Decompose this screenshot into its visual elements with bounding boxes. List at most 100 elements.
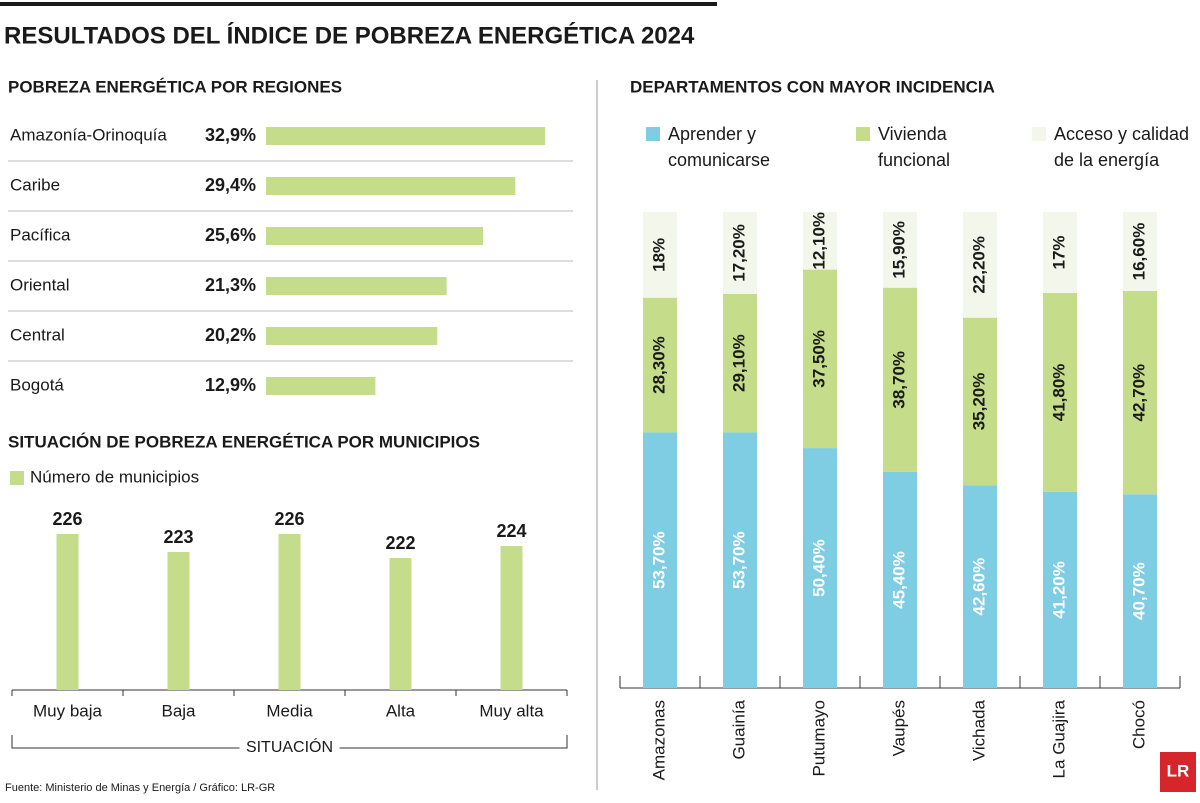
value-label: 42,70% bbox=[1129, 364, 1148, 422]
value-label: 222 bbox=[385, 533, 415, 553]
x-tick-label: Amazonas bbox=[649, 700, 668, 780]
bar-segment bbox=[723, 432, 757, 688]
value-label: 18% bbox=[649, 238, 668, 272]
legend-label: Aprender y comunicarse bbox=[668, 124, 771, 170]
bar-segment bbox=[1123, 212, 1157, 292]
legend-swatch bbox=[10, 471, 24, 485]
bar-segment bbox=[1043, 292, 1077, 492]
x-tick-label: Chocó bbox=[1129, 700, 1148, 749]
value-label: 32,9% bbox=[205, 125, 256, 145]
value-label: 37,50% bbox=[809, 330, 828, 388]
category-label: Oriental bbox=[10, 275, 70, 294]
value-label: 224 bbox=[496, 521, 526, 541]
value-label: 40,70% bbox=[1129, 562, 1148, 620]
bar-segment bbox=[723, 212, 757, 294]
bar bbox=[278, 534, 301, 690]
x-tick-label: Baja bbox=[161, 701, 196, 720]
bar-segment bbox=[1123, 494, 1157, 688]
chart-title: DEPARTAMENTOS CON MAYOR INCIDENCIA bbox=[630, 77, 995, 96]
value-label: 17% bbox=[1049, 235, 1068, 269]
legend-label: Vivienda funcional bbox=[878, 124, 951, 170]
bar-segment bbox=[643, 432, 677, 688]
bar-segment bbox=[883, 471, 917, 688]
category-label: Amazonía-Orinoquía bbox=[10, 125, 167, 144]
bracket-gap bbox=[239, 738, 340, 758]
value-label: 28,30% bbox=[649, 336, 668, 394]
category-label: Pacífica bbox=[10, 225, 71, 244]
bar bbox=[266, 327, 438, 345]
value-label: 15,90% bbox=[889, 221, 908, 279]
value-label: 41,80% bbox=[1049, 364, 1068, 422]
bar-segment bbox=[963, 485, 997, 688]
legend-swatch bbox=[856, 127, 870, 141]
value-label: 38,70% bbox=[889, 351, 908, 409]
value-label: 226 bbox=[52, 509, 82, 529]
x-tick-label: La Guajira bbox=[1049, 699, 1068, 778]
logo-box bbox=[1160, 752, 1196, 792]
chart-title: POBREZA ENERGÉTICA POR REGIONES bbox=[8, 77, 342, 96]
bar-segment bbox=[1123, 291, 1157, 495]
legend-label: Acceso y calidad de la energía bbox=[1054, 124, 1190, 170]
value-label: 29,4% bbox=[205, 175, 256, 195]
value-label: 45,40% bbox=[889, 551, 908, 609]
value-label: 22,20% bbox=[969, 236, 988, 294]
bar bbox=[56, 534, 79, 690]
bar-segment bbox=[883, 287, 917, 472]
bar-segment bbox=[963, 317, 997, 486]
logo: LR bbox=[1167, 761, 1190, 780]
value-label: 20,2% bbox=[205, 325, 256, 345]
x-tick-label: Guainía bbox=[729, 699, 748, 759]
x-tick-label: Putumayo bbox=[809, 700, 828, 777]
value-label: 42,60% bbox=[969, 558, 988, 616]
x-tick-label: Alta bbox=[386, 701, 416, 720]
bar bbox=[266, 127, 545, 145]
legend-swatch bbox=[646, 127, 660, 141]
value-label: 12,9% bbox=[205, 375, 256, 395]
value-label: 35,20% bbox=[969, 373, 988, 431]
bar-segment bbox=[803, 269, 837, 449]
x-tick-label: Media bbox=[266, 701, 313, 720]
bar bbox=[266, 227, 484, 245]
value-label: 29,10% bbox=[729, 334, 748, 392]
value-label: 50,40% bbox=[809, 539, 828, 597]
value-label: 16,60% bbox=[1129, 223, 1148, 281]
legend-swatch bbox=[1032, 127, 1046, 141]
bar bbox=[500, 546, 523, 690]
bar bbox=[266, 377, 376, 395]
bar-segment bbox=[803, 212, 837, 270]
value-label: 41,20% bbox=[1049, 561, 1068, 619]
bar-segment bbox=[1043, 212, 1077, 293]
bar-segment bbox=[643, 212, 677, 298]
source: Fuente: Ministerio de Minas y Energía / … bbox=[5, 782, 275, 794]
bar-segment bbox=[883, 212, 917, 288]
legend-label: Número de municipios bbox=[30, 467, 199, 486]
category-label: Caribe bbox=[10, 175, 60, 194]
bar-segment bbox=[723, 293, 757, 433]
bar bbox=[266, 177, 516, 195]
x-axis-label: SITUACIÓN bbox=[246, 737, 333, 756]
category-label: Bogotá bbox=[10, 375, 64, 394]
bar bbox=[167, 552, 190, 690]
top-rule bbox=[0, 2, 717, 6]
value-label: 223 bbox=[163, 527, 193, 547]
page-title: RESULTADOS DEL ÍNDICE DE POBREZA ENERGÉT… bbox=[4, 21, 695, 49]
bar-segment bbox=[643, 297, 677, 433]
x-tick-label: Muy baja bbox=[33, 701, 103, 720]
x-tick-label: Vaupés bbox=[889, 700, 908, 756]
x-tick-label: Muy alta bbox=[479, 701, 544, 720]
x-tick-label: Vichada bbox=[969, 699, 988, 761]
bar-segment bbox=[803, 448, 837, 688]
bar bbox=[389, 558, 412, 690]
value-label: 53,70% bbox=[649, 531, 668, 589]
value-label: 21,3% bbox=[205, 275, 256, 295]
value-label: 53,70% bbox=[729, 531, 748, 589]
value-label: 25,6% bbox=[205, 225, 256, 245]
chart-title: SITUACIÓN DE POBREZA ENERGÉTICA POR MUNI… bbox=[8, 432, 480, 451]
category-label: Central bbox=[10, 325, 65, 344]
value-label: 17,20% bbox=[729, 224, 748, 282]
bar-segment bbox=[1043, 491, 1077, 688]
value-label: 12,10% bbox=[809, 212, 828, 270]
bar-segment bbox=[963, 212, 997, 318]
